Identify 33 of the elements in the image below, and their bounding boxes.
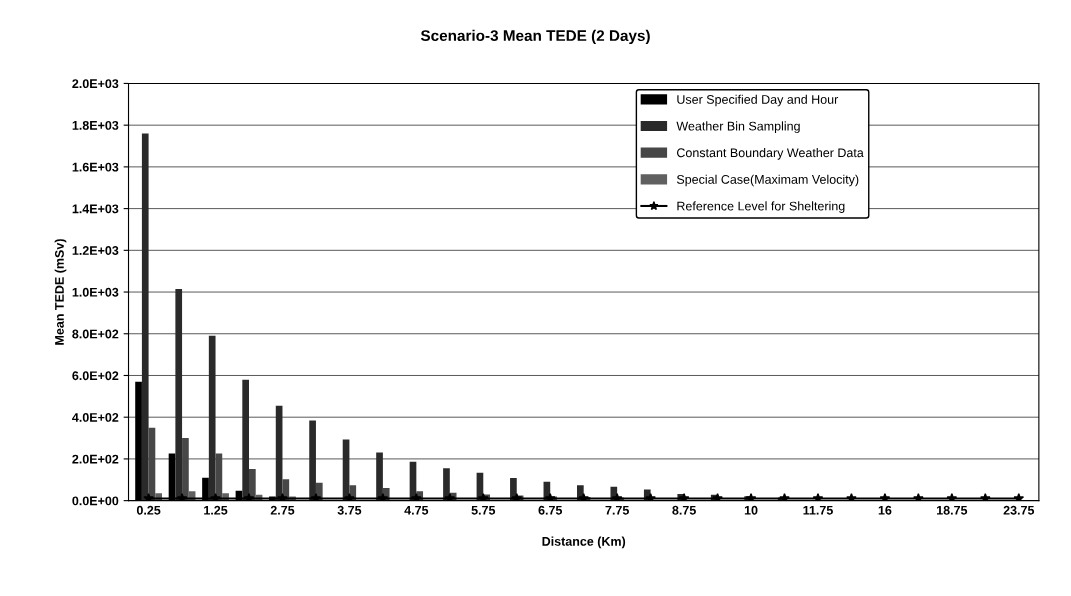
y-tick-label: 6.0E+02 <box>72 371 119 381</box>
x-tick-label: 7.75 <box>605 505 629 515</box>
x-tick-label: 10 <box>744 505 758 515</box>
legend-label: User Specified Day and Hour <box>677 94 839 107</box>
legend-label: Special Case(Maximam Velocity) <box>676 174 859 187</box>
x-axis-title: Distance (Km) <box>542 536 626 549</box>
x-tick-label: 23.75 <box>1003 505 1035 515</box>
x-tick-label: 5.75 <box>471 505 496 515</box>
y-tick-label: 1.0E+03 <box>72 287 119 297</box>
y-axis-title: Mean TEDE (mSv) <box>54 239 67 345</box>
y-tick-label: 1.4E+03 <box>72 204 119 214</box>
x-tick-label: 11.75 <box>803 505 833 515</box>
legend-label: Weather Bin Sampling <box>676 121 800 133</box>
chart-title: Scenario-3 Mean TEDE (2 Days) <box>420 29 650 45</box>
x-tick-label: 16 <box>878 505 892 515</box>
x-tick-label: 0.25 <box>136 505 161 515</box>
y-tick-label: 1.8E+03 <box>72 120 119 130</box>
x-tick-label: 2.75 <box>270 505 295 515</box>
y-tick-label: 0.0E+00 <box>72 496 119 506</box>
legend-label: Constant Boundary Weather Data <box>677 147 864 160</box>
x-tick-label: 3.75 <box>337 505 362 515</box>
y-tick-label: 2.0E+03 <box>72 79 119 89</box>
x-tick-label: 4.75 <box>404 505 429 515</box>
y-tick-label: 8.0E+02 <box>72 329 119 339</box>
x-tick-label: 18.75 <box>937 505 968 515</box>
x-tick-label: 1.25 <box>204 505 228 515</box>
x-tick-label: 6.75 <box>538 505 563 515</box>
y-tick-label: 2.0E+02 <box>72 454 119 464</box>
y-tick-label: 4.0E+02 <box>72 413 119 422</box>
x-tick-label: 8.75 <box>672 505 696 515</box>
y-tick-label: 1.2E+03 <box>72 246 119 255</box>
legend-label: Reference Level for Sheltering <box>677 201 845 213</box>
y-tick-label: 1.6E+03 <box>72 162 119 172</box>
